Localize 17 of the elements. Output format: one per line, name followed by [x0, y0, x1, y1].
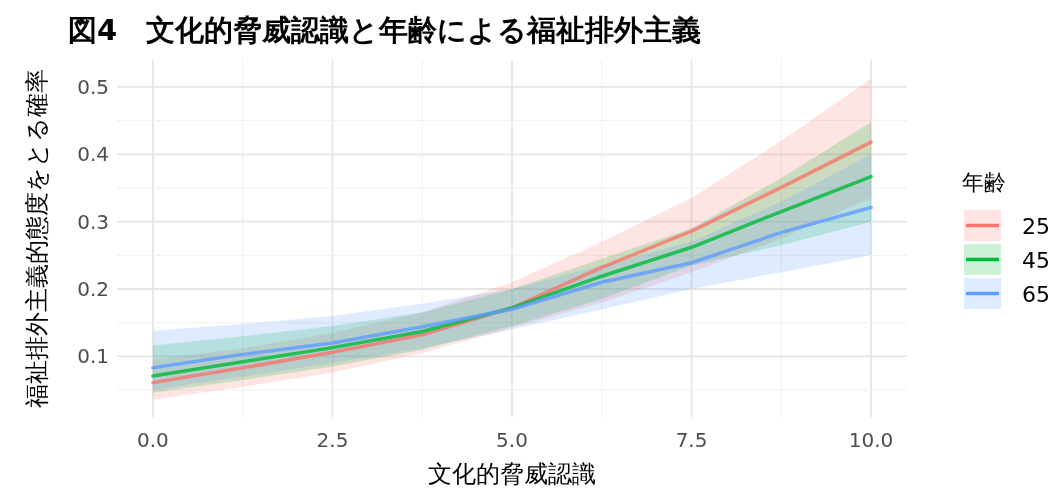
legend-label: 65	[1022, 282, 1050, 307]
y-tick-label: 0.4	[77, 142, 109, 167]
y-tick-label: 0.3	[77, 209, 109, 234]
x-tick-label: 2.5	[316, 428, 349, 452]
x-tick-label: 7.5	[675, 428, 708, 452]
y-tick-label: 0.2	[77, 277, 109, 302]
y-tick-label: 0.5	[77, 74, 109, 99]
chart-title: 図4 文化的脅威認識と年齢による福祉排外主義	[68, 13, 702, 47]
x-tick-label: 5.0	[496, 428, 528, 452]
legend-label: 45	[1022, 248, 1050, 273]
y-tick-label: 0.1	[77, 344, 109, 369]
legend-label: 25	[1022, 214, 1050, 239]
x-tick-label: 10.0	[848, 428, 894, 452]
x-axis-title: 文化的脅威認識	[428, 460, 596, 488]
x-tick-label: 0.0	[137, 428, 169, 452]
legend-title: 年齢	[962, 170, 1006, 195]
y-axis-title: 福祉排外主義的態度をとる確率	[23, 69, 51, 408]
